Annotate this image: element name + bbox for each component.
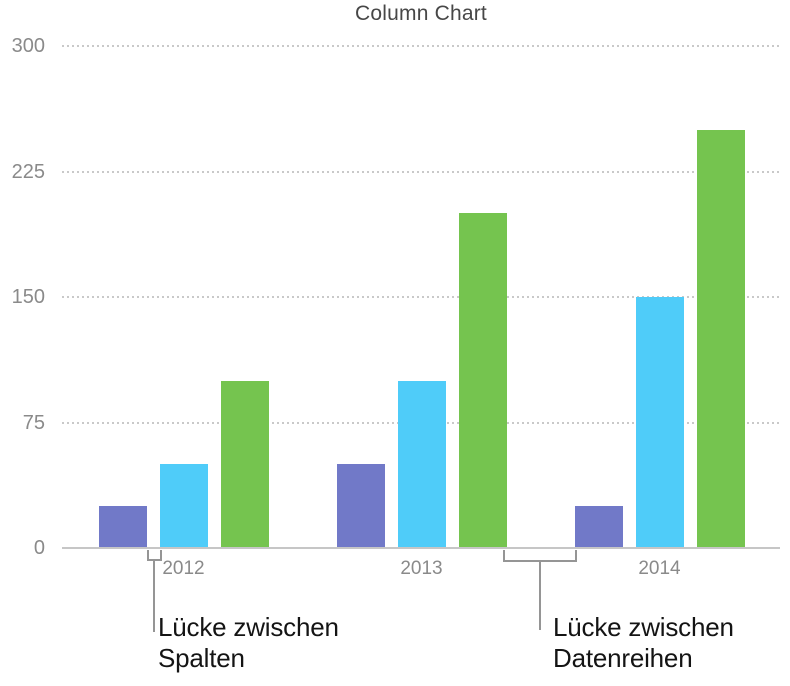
x-tick-label-2012: 2012	[162, 558, 205, 579]
y-tick-label-150: 150	[11, 286, 45, 308]
bar-blue-2013	[397, 380, 446, 548]
y-tick-label-75: 75	[22, 411, 45, 434]
bar-purple-2012	[98, 506, 147, 548]
bar-blue-2014	[635, 297, 684, 548]
gridline-225	[62, 170, 780, 173]
bar-green-2013	[458, 213, 507, 548]
chart-title: Column Chart	[355, 2, 487, 25]
y-tick-label-225: 225	[11, 160, 45, 183]
callout-text-line: Lücke zwischen	[553, 612, 734, 642]
bar-green-2012	[220, 380, 269, 548]
bar-blue-2012	[159, 464, 208, 548]
columns-gap-leader-line	[153, 559, 155, 632]
series-gap-leader-line	[539, 560, 541, 630]
gridline-300	[62, 45, 780, 47]
gridline-150	[62, 296, 780, 298]
callout-text-line: Lücke zwischen	[158, 612, 339, 642]
x-axis-line	[62, 547, 780, 549]
series-gap-label: Lücke zwischen Datenreihen	[553, 612, 734, 674]
y-tick-label-0: 0	[33, 537, 45, 559]
callout-text-line: Spalten	[158, 643, 245, 673]
x-tick-label-2014: 2014	[638, 558, 681, 579]
bar-purple-2014	[574, 506, 623, 548]
columns-gap-label: Lücke zwischen Spalten	[158, 612, 339, 674]
bar-green-2014	[696, 129, 745, 548]
x-tick-label-2013: 2013	[400, 558, 443, 579]
y-tick-label-300: 300	[11, 35, 45, 57]
bar-purple-2013	[336, 464, 385, 548]
callout-text-line: Datenreihen	[553, 643, 693, 673]
